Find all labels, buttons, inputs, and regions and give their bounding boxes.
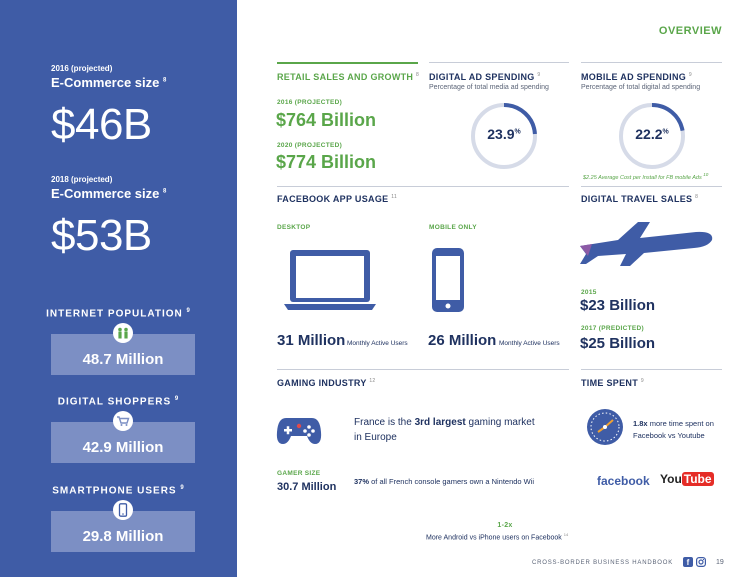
ecommerce-title: E-Commerce size 8 (51, 186, 167, 201)
travel-title: DIGITAL TRAVEL SALES 8 (581, 194, 699, 204)
ecommerce-2018: 2018 (projected) E-Commerce size 8 $53B (51, 175, 166, 261)
travel-2017-value: $25 Billion (580, 335, 656, 352)
mobile-ad-ring (619, 103, 685, 169)
facebook-logo: facebook (597, 474, 650, 488)
facebook-icon: f (683, 557, 693, 567)
mobile-ad-subtitle: Percentage of total digital ad spending (581, 84, 701, 91)
mobile-only-label: MOBILE ONLY (429, 224, 477, 231)
instagram-icon (696, 557, 706, 567)
internet-population-label: INTERNET POPULATION 9 (46, 308, 191, 320)
digital-ad-subtitle: Percentage of total media ad spending (429, 84, 549, 91)
travel-2015-label: 2015 (581, 289, 597, 296)
retail-divider (277, 62, 418, 64)
gaming-fact-line1: France is the 3rd largest gaming market (354, 417, 535, 428)
android-value: 1-2x (497, 522, 513, 529)
smartphone-icon (432, 248, 464, 312)
gaming-fact-line2: in Europe (354, 432, 397, 443)
airplane-icon (580, 222, 713, 266)
ecommerce-projection: 2016 (projected) (51, 64, 113, 73)
desktop-label: DESKTOP (277, 224, 311, 231)
time-spent-line2: Facebook vs Youtube (633, 431, 705, 440)
time-spent-divider (581, 369, 722, 370)
retail-title: RETAIL SALES AND GROWTH 8 (277, 72, 420, 82)
internet-population-box: 48.7 Million (51, 323, 195, 375)
retail-2020-value: $774 Billion (276, 152, 377, 172)
facebook-usage-title: FACEBOOK APP USAGE 11 (277, 194, 398, 204)
mobile-ad-value: 22.2% (635, 126, 669, 142)
facebook-usage-divider (277, 186, 569, 187)
digital-shoppers-box: 42.9 Million (51, 411, 195, 463)
ecommerce-2016: 2016 (projected) E-Commerce size 8 $46B (51, 64, 166, 150)
digital-ad-progress-arc (471, 103, 537, 169)
mobile-ad-title: MOBILE AD SPENDING 9 (581, 72, 692, 82)
smartphone-users-label: SMARTPHONE USERS 9 (52, 485, 185, 497)
ecommerce-value: $53B (51, 211, 152, 260)
clock-icon (587, 409, 623, 445)
internet-population-value: 48.7 Million (82, 351, 164, 368)
gaming-divider (277, 369, 569, 370)
smartphone-users-value: 29.8 Million (82, 528, 164, 545)
people-icon (113, 323, 133, 343)
desktop-value: 31 Million (277, 332, 346, 349)
page-title: OVERVIEW (658, 25, 722, 37)
smartphone-users-box: 29.8 Million (51, 500, 195, 552)
game-controller-icon (276, 418, 322, 444)
left-sidebar: 2016 (projected) E-Commerce size 8 $46B … (0, 0, 237, 577)
mobile-ad-footnote: $2.25 Average Cost per Install for FB mo… (583, 172, 709, 181)
ecommerce-projection: 2018 (projected) (51, 175, 113, 184)
gamer-size-value: 30.7 Million (277, 481, 337, 493)
gaming-title: GAMING INDUSTRY 12 (277, 378, 376, 388)
mobile-caption: Monthly Active Users (499, 340, 560, 347)
time-spent-title: TIME SPENT 9 (581, 378, 644, 388)
footer-handbook: CROSS-BORDER BUSINESS HANDBOOK (532, 560, 674, 566)
digital-ad-divider (429, 62, 569, 63)
laptop-icon (284, 250, 376, 310)
ecommerce-title: E-Commerce size 8 (51, 75, 167, 90)
time-spent-line1: 1.8x more time spent on (633, 419, 714, 428)
youtube-logo: You Tube (660, 472, 714, 486)
gamer-size-label: GAMER SIZE (277, 470, 321, 477)
ecommerce-value: $46B (51, 100, 152, 149)
mobile-ad-divider (581, 62, 722, 63)
mobile-ad-progress-arc (619, 103, 685, 169)
page-number: 19 (716, 559, 724, 566)
mobile-value: 26 Million (428, 332, 497, 349)
digital-shoppers-value: 42.9 Million (82, 439, 164, 456)
retail-2016-label: 2016 (PROJECTED) (277, 99, 343, 106)
digital-shoppers-label: DIGITAL SHOPPERS 9 (57, 396, 180, 408)
shopping-cart-icon (113, 411, 133, 431)
smartphone-icon (113, 500, 133, 520)
retail-2016-value: $764 Billion (276, 110, 377, 130)
android-text: More Android vs iPhone users on Facebook… (426, 532, 569, 542)
digital-ad-ring (471, 103, 537, 169)
travel-divider (581, 186, 722, 187)
travel-2015-value: $23 Billion (580, 297, 656, 314)
wii-fact: 37% of all French console gamers own a N… (354, 477, 535, 486)
retail-2020-label: 2020 (PROJECTED) (277, 142, 343, 149)
travel-2017-label: 2017 (PREDICTED) (581, 325, 644, 332)
digital-ad-value: 23.9% (487, 126, 521, 142)
digital-ad-title: DIGITAL AD SPENDING 9 (429, 72, 541, 82)
desktop-caption: Monthly Active Users (347, 340, 408, 347)
